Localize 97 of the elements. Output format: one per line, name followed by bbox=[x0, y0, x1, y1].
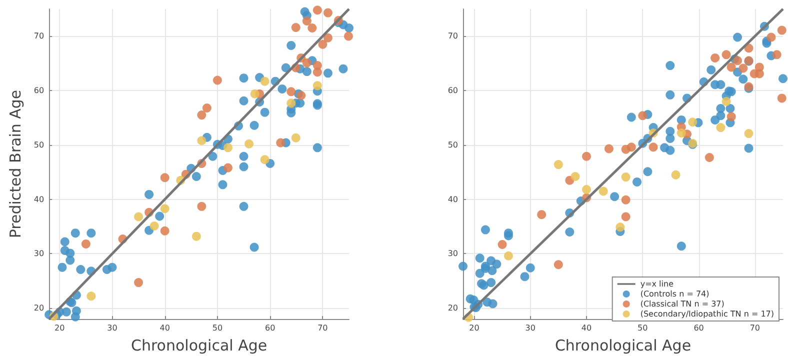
point bbox=[202, 103, 212, 112]
legend-label: (Controls n = 74) bbox=[640, 290, 710, 298]
x-tick-label: 60 bbox=[694, 324, 704, 332]
point bbox=[160, 226, 170, 236]
point bbox=[621, 195, 630, 204]
point bbox=[323, 8, 332, 18]
x-tick-label: 40 bbox=[160, 324, 170, 332]
point bbox=[582, 185, 592, 194]
point bbox=[323, 33, 332, 42]
point bbox=[276, 138, 286, 148]
point bbox=[160, 173, 170, 182]
x-axis-title: Chronological Age bbox=[130, 336, 268, 354]
y-tick-label: 40 bbox=[448, 194, 458, 204]
x-tick-label: 70 bbox=[318, 324, 328, 332]
y-axis-title: Predicted Brain Age bbox=[6, 90, 24, 238]
point bbox=[260, 76, 270, 86]
point bbox=[621, 212, 630, 222]
point bbox=[291, 133, 300, 142]
point bbox=[286, 98, 296, 108]
point bbox=[296, 90, 306, 100]
point bbox=[302, 58, 312, 68]
point bbox=[570, 172, 580, 182]
point bbox=[223, 163, 232, 172]
point bbox=[676, 128, 686, 138]
legend-label: (Classical TN n = 37) bbox=[640, 300, 724, 308]
point bbox=[744, 129, 754, 138]
point bbox=[318, 40, 328, 49]
point bbox=[598, 186, 608, 196]
point bbox=[197, 136, 206, 146]
point bbox=[291, 22, 300, 32]
point bbox=[134, 212, 144, 222]
y-tick-label: 30 bbox=[448, 249, 458, 258]
point bbox=[616, 222, 625, 232]
point bbox=[244, 139, 254, 148]
point bbox=[197, 202, 206, 211]
point bbox=[604, 144, 614, 154]
point bbox=[738, 64, 748, 73]
x-tick-label: 40 bbox=[581, 324, 592, 332]
x-tick-label: 50 bbox=[212, 324, 223, 332]
y-tick-label: 60 bbox=[34, 86, 44, 96]
point bbox=[223, 143, 232, 152]
x-tick-label: 60 bbox=[264, 324, 276, 332]
point bbox=[150, 222, 159, 230]
point bbox=[621, 144, 630, 154]
point bbox=[722, 50, 731, 60]
point bbox=[777, 26, 786, 35]
point bbox=[582, 152, 592, 161]
point bbox=[260, 155, 270, 164]
point bbox=[621, 172, 630, 182]
point bbox=[160, 204, 170, 214]
point bbox=[766, 32, 776, 42]
point bbox=[710, 53, 720, 62]
point bbox=[286, 87, 296, 96]
point bbox=[212, 76, 222, 85]
point bbox=[197, 110, 206, 120]
point bbox=[671, 170, 680, 180]
point bbox=[554, 160, 563, 170]
y-tick-label: 70 bbox=[34, 32, 44, 41]
point bbox=[754, 69, 764, 78]
point bbox=[192, 232, 201, 241]
point bbox=[134, 278, 144, 288]
point bbox=[302, 16, 312, 26]
y-tick-label: 50 bbox=[448, 140, 458, 150]
point bbox=[777, 94, 786, 103]
x-axis-title: Chronological Age bbox=[554, 336, 692, 354]
y-tick-label: 30 bbox=[34, 249, 44, 258]
x-tick-label: 20 bbox=[469, 324, 480, 332]
x-tick-label: 30 bbox=[107, 324, 118, 332]
y-tick-label: 70 bbox=[448, 32, 458, 41]
point bbox=[86, 292, 96, 301]
point bbox=[648, 142, 658, 152]
point bbox=[726, 62, 736, 72]
y-tick-label: 50 bbox=[34, 140, 44, 150]
point bbox=[733, 56, 742, 66]
point bbox=[250, 89, 260, 98]
point bbox=[554, 260, 563, 270]
y-tick-label: 20 bbox=[448, 304, 458, 313]
y-tick-label: 40 bbox=[34, 194, 44, 204]
point bbox=[312, 6, 322, 15]
legend-label: y=x line bbox=[640, 280, 674, 288]
x-tick-label: 20 bbox=[54, 324, 65, 332]
point bbox=[81, 239, 90, 248]
x-tick-label: 50 bbox=[638, 324, 648, 332]
x-tick-label: 30 bbox=[525, 324, 536, 332]
point bbox=[716, 123, 726, 132]
point bbox=[312, 81, 322, 90]
point bbox=[344, 32, 353, 41]
point bbox=[537, 210, 546, 220]
point bbox=[704, 152, 714, 162]
point bbox=[308, 24, 317, 33]
point bbox=[312, 68, 322, 77]
point bbox=[504, 251, 513, 260]
y-tick-label: 20 bbox=[34, 304, 44, 313]
legend-label: (Secondary/Idiopathic TN n = 17) bbox=[640, 310, 774, 318]
point bbox=[498, 240, 507, 249]
y-tick-label: 60 bbox=[448, 86, 458, 96]
x-tick-label: 70 bbox=[750, 324, 760, 332]
